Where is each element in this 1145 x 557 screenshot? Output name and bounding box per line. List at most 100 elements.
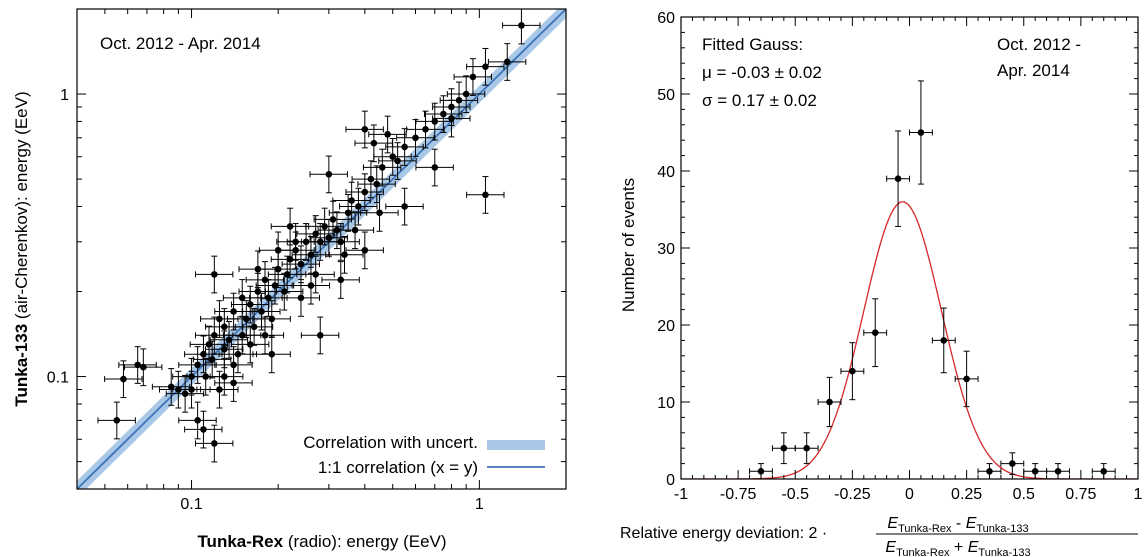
point-marker — [307, 251, 315, 259]
y-tick-label: 60 — [657, 10, 675, 27]
data-point — [270, 240, 310, 279]
x-tick-label: -0.25 — [834, 486, 871, 503]
data-point — [165, 374, 205, 413]
point-marker — [462, 90, 470, 98]
point-marker — [803, 444, 810, 452]
x-tick-label: 0.1 — [180, 496, 202, 513]
point-marker — [307, 282, 315, 289]
fit-annotation-sigma: σ = 0.17 ± 0.02 — [702, 91, 817, 110]
x-tick-label: -0.5 — [781, 486, 809, 503]
data-point — [189, 325, 229, 364]
data-point — [453, 58, 492, 96]
point-marker — [258, 308, 265, 315]
data-point — [345, 231, 384, 270]
right-annotation-period-2: Apr. 2014 — [997, 61, 1070, 80]
point-marker — [216, 315, 223, 323]
point-marker — [274, 246, 282, 254]
point-marker — [1100, 468, 1108, 475]
point-marker — [337, 238, 345, 246]
point-marker — [205, 341, 213, 348]
point-marker — [401, 143, 408, 151]
data-point — [345, 173, 384, 212]
point-marker — [286, 223, 294, 230]
point-marker — [268, 350, 276, 358]
data-point — [354, 124, 393, 163]
point-marker — [120, 375, 127, 383]
data-point — [385, 187, 424, 226]
scatter-energy-correlation-chart: 0.1 1 0.1 1 Oct. 2012 - Apr. 2014 Correlati… — [12, 8, 567, 551]
point-marker — [234, 350, 242, 358]
data-point — [97, 401, 136, 440]
point-marker — [200, 426, 207, 433]
point-marker — [378, 164, 386, 171]
y-tick-label: 10 — [657, 395, 675, 412]
point-marker — [351, 226, 359, 234]
y-tick-label: 40 — [657, 164, 675, 181]
x-tick-label: 1 — [1134, 486, 1143, 503]
point-marker — [401, 203, 408, 210]
data-point — [378, 142, 417, 180]
point-marker — [211, 440, 218, 447]
svg-text:Relative energy deviation: 2 ·: Relative energy deviation: 2 · — [620, 525, 827, 542]
data-point — [226, 300, 266, 338]
data-point — [178, 346, 217, 384]
point-marker — [373, 180, 381, 188]
legend-label-uncert: Correlation with uncert. — [303, 433, 478, 452]
right-annotation-period-1: Oct. 2012 - — [997, 35, 1081, 54]
data-point — [222, 279, 262, 317]
histogram-point — [1000, 452, 1025, 475]
point-marker — [482, 63, 489, 70]
right-x-axis-title: Relative energy deviation: 2 · ETunka-Re… — [620, 515, 1138, 557]
data-point — [230, 285, 270, 324]
data-point — [332, 181, 371, 220]
y-tick-label: 1 — [60, 87, 69, 104]
data-point — [178, 401, 217, 440]
point-marker — [986, 468, 993, 475]
point-marker — [361, 126, 369, 133]
point-marker — [246, 301, 254, 308]
point-marker — [221, 345, 228, 353]
left-plot-frame — [76, 8, 567, 490]
point-marker — [376, 209, 383, 217]
data-point — [328, 194, 368, 232]
gauss-fit-curve — [681, 201, 1138, 479]
energy-deviation-histogram-chart: -1 -0.75 -0.5 -0.25 0 0.25 0.5 0.75 101020304050… — [619, 10, 1143, 557]
right-plot-frame — [680, 16, 1139, 480]
y-tick-label: 0.1 — [47, 370, 69, 387]
point-marker — [826, 398, 833, 406]
data-point — [270, 207, 310, 246]
data-point — [214, 364, 253, 402]
histogram-point — [794, 432, 819, 465]
data-point — [406, 110, 445, 149]
y-tick-label: 20 — [657, 318, 675, 335]
data-point — [230, 325, 270, 364]
fit-annotation-line-1: Fitted Gauss: — [702, 35, 803, 54]
right-y-axis-title: Number of events — [619, 178, 638, 312]
point-marker — [246, 341, 254, 348]
data-point — [424, 95, 463, 133]
point-marker — [329, 216, 337, 223]
point-marker — [140, 363, 147, 371]
point-marker — [325, 234, 333, 242]
point-marker — [230, 379, 237, 387]
left-annotation-period: Oct. 2012 - Apr. 2014 — [100, 34, 261, 53]
point-marker — [292, 238, 299, 246]
data-point — [345, 110, 384, 149]
data-point — [502, 9, 541, 45]
point-marker — [337, 276, 345, 284]
point-marker — [134, 361, 141, 369]
data-point — [296, 215, 335, 253]
y-tick-label: 30 — [657, 241, 675, 258]
svg-text:ETunka-Rex - ETunka-133: ETunka-Rex - ETunka-133 — [887, 515, 1028, 535]
data-point — [432, 99, 471, 138]
data-point — [325, 235, 364, 274]
point-marker — [1031, 468, 1039, 475]
data-point — [104, 360, 143, 399]
one-to-one-line — [77, 9, 566, 489]
data-point — [291, 266, 331, 305]
point-marker — [268, 315, 276, 323]
x-tick-label: 0 — [905, 486, 914, 503]
point-marker — [503, 58, 511, 66]
point-marker — [211, 331, 218, 339]
data-point — [300, 316, 340, 355]
